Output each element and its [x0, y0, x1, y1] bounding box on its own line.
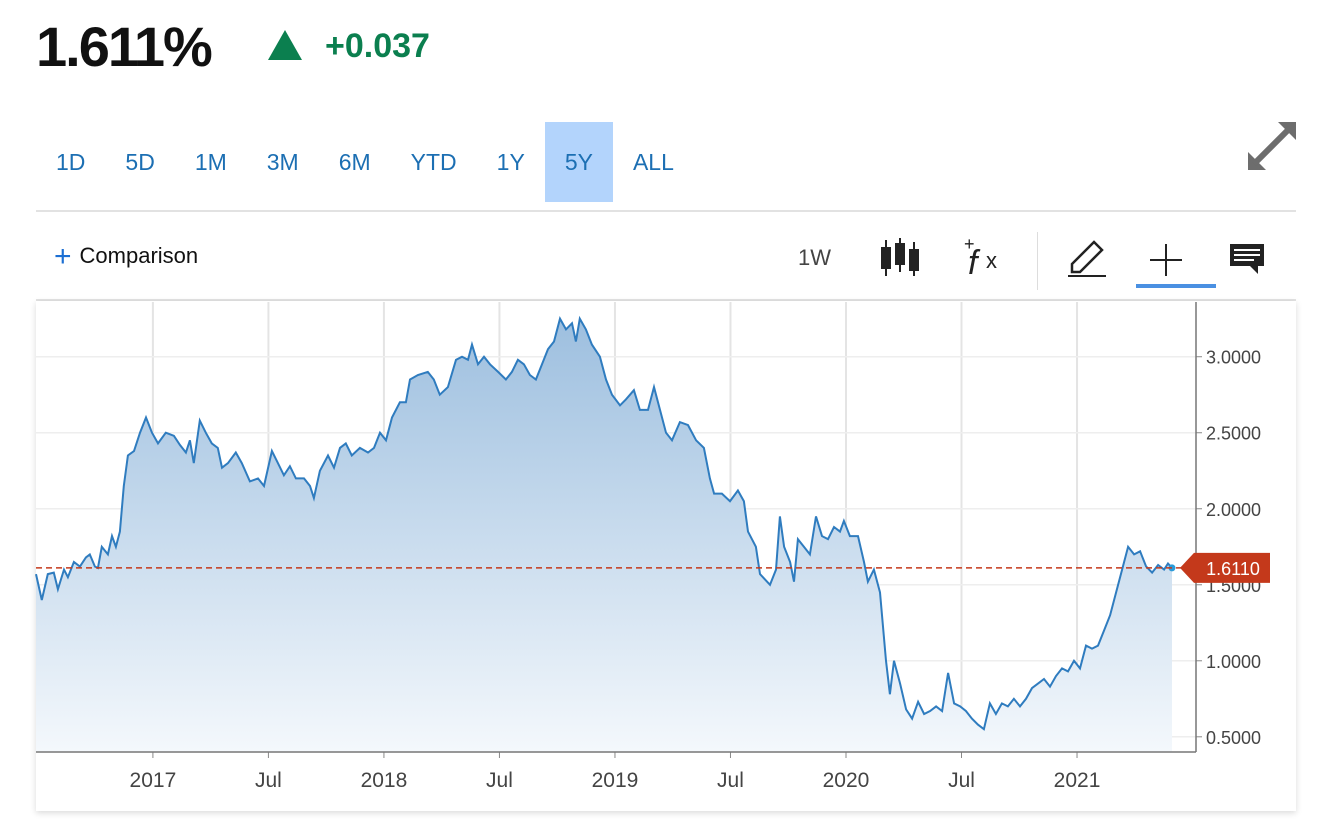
- range-tab[interactable]: 1Y: [496, 149, 525, 175]
- change: +0.037: [325, 27, 430, 65]
- range-tab[interactable]: 5Y: [544, 122, 613, 202]
- range-tab[interactable]: 1M: [194, 149, 227, 175]
- expand-icon[interactable]: [1246, 120, 1298, 172]
- range-tab[interactable]: ALL: [632, 149, 674, 175]
- x-tick-label: Jul: [486, 769, 513, 792]
- range-tab[interactable]: 6M: [338, 149, 371, 175]
- reference-label: 1.6110: [1206, 559, 1260, 579]
- x-tick-label: 2017: [130, 769, 177, 792]
- x-tick-label: 2019: [592, 769, 639, 792]
- x-tick-label: 2020: [823, 769, 870, 792]
- area-fill: [36, 318, 1172, 752]
- candles-icon[interactable]: [878, 236, 924, 280]
- line: [35, 315, 1173, 731]
- crosshair-icon[interactable]: [1136, 236, 1216, 290]
- price: 1.611%: [36, 15, 213, 78]
- range-tab[interactable]: 5D: [125, 149, 155, 175]
- y-tick-label: 3.0000: [1206, 348, 1261, 368]
- svg-text:x: x: [986, 248, 997, 273]
- indicator-icon[interactable]: + f x: [960, 234, 1010, 282]
- range-tab[interactable]: 1D: [56, 149, 86, 175]
- y-tick-label: 0.5000: [1206, 728, 1261, 748]
- range-tab[interactable]: 3M: [266, 149, 299, 175]
- divider: [36, 299, 1296, 301]
- x-tick-label: 2021: [1054, 769, 1101, 792]
- reference-badge: [1180, 552, 1270, 583]
- comparison-button[interactable]: + Comparison: [54, 240, 199, 273]
- y-tick-label: 1.0000: [1206, 652, 1261, 672]
- svg-text:+: +: [964, 234, 975, 254]
- y-tick-label: 2.5000: [1206, 424, 1261, 444]
- x-tick-label: 2018: [361, 769, 408, 792]
- toolbar-divider: [1037, 232, 1038, 290]
- divider: [36, 210, 1296, 212]
- x-tick-label: Jul: [255, 769, 282, 792]
- x-tick-label: Jul: [948, 769, 975, 792]
- comment-icon[interactable]: [1228, 242, 1266, 276]
- range-tabs: 1D 5D 1M 3M 6M YTD 1Y 5Y ALL: [36, 122, 694, 202]
- up-arrow: [268, 30, 302, 60]
- range-tab[interactable]: YTD: [410, 149, 457, 175]
- x-tick-label: Jul: [717, 769, 744, 792]
- y-tick-label: 2.0000: [1206, 500, 1261, 520]
- comparison-label: Comparison: [79, 243, 199, 268]
- draw-icon[interactable]: [1066, 236, 1110, 280]
- interval-button[interactable]: 1W: [798, 245, 831, 270]
